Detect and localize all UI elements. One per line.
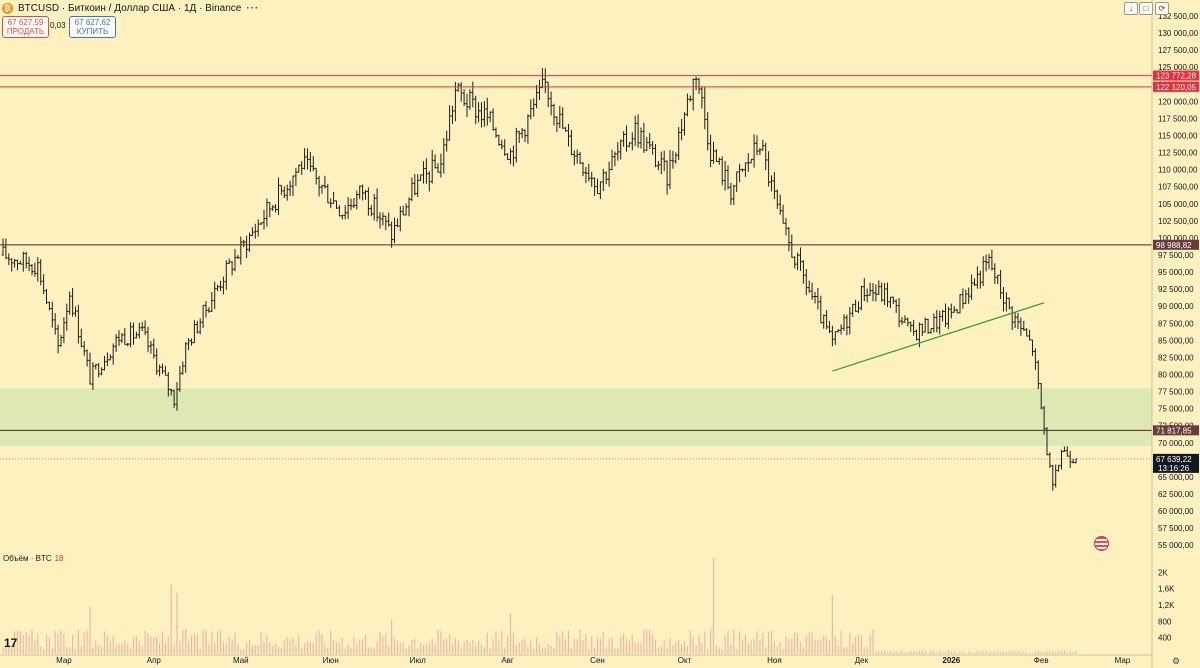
price-tick-label: 60 000,00 [1158,507,1194,516]
buy-label: КУПИТЬ [76,27,109,36]
price-tick-label: 132 500,00 [1158,12,1199,21]
time-tick-label: Фев [1034,656,1049,665]
price-tick-label: 62 500,00 [1158,490,1194,499]
time-axis[interactable]: Мар Апр Май Июн Июл Авг Сен Окт Ноя Дек 2026 Фев Мар [0,654,1152,665]
price-tag-123772-bg [1153,70,1199,81]
sell-button[interactable]: 67 627,59 ПРОДАТЬ [2,16,49,38]
time-tick-label: Июн [323,656,339,665]
bitcoin-icon: ₿ [2,2,13,14]
sell-price: 67 627,59 [7,18,44,27]
time-tick-label: Авг [501,656,514,665]
price-tick-label: 57 500,00 [1158,524,1194,533]
buy-button[interactable]: 67 627,62 КУПИТЬ [69,16,116,38]
volume-axis: 2K 1,6K 1,2K 800 400 [1158,568,1175,642]
price-tick-label: 55 000,00 [1158,541,1194,550]
price-tick-label: 80 000,00 [1158,370,1194,379]
symbol-header[interactable]: ₿ BTCUSD · Биткоин / Доллар США · 1Д · B… [0,0,259,16]
price-tick-label: 117 500,00 [1158,114,1198,123]
volume-tick-label: 400 [1158,634,1172,643]
time-tick-label: Окт [678,656,692,665]
time-tick-label: Сен [590,656,605,665]
square-icon[interactable]: □ [1139,2,1153,15]
price-tick-label: 70 000,00 [1158,439,1194,448]
price-tick-label: 90 000,00 [1158,302,1194,311]
time-tick-label: Мар [1115,656,1131,665]
price-tick-label: 130 000,00 [1158,29,1199,38]
price-tick-label: 75 000,00 [1158,405,1194,414]
price-tick-label: 87 500,00 [1158,319,1194,328]
last-price-tag-bg [1153,453,1199,473]
price-tick-label: 105 000,00 [1158,200,1199,209]
spread-value: 0,03 [50,21,66,30]
horizontal-lines [0,75,1152,460]
price-tick-label: 65 000,00 [1158,473,1194,482]
time-tick-label: Дек [855,656,869,665]
arrow-down-icon[interactable]: ↓ [1124,2,1138,15]
gear-icon[interactable]: ⚙ [1172,656,1181,666]
time-tick-label: 2026 [942,656,960,665]
candles-group [1,68,1078,491]
price-tick-label: 127 500,00 [1158,46,1199,55]
price-tick-label: 107 500,00 [1158,183,1199,192]
price-tag-123772: 123 772,28 [1156,72,1197,81]
tradingview-logo[interactable]: 17 [4,636,18,650]
refresh-icon[interactable]: ⟳ [1155,2,1169,15]
volume-value: 18 [54,554,64,563]
last-price-tag: 67 639,22 [1156,455,1192,464]
price-tick-label: 115 000,00 [1158,131,1198,140]
time-tick-label: Апр [147,656,162,665]
price-tick-label: 125 000,00 [1158,63,1199,72]
us-flag-icon[interactable] [1094,536,1109,551]
time-tick-label: Июл [410,656,427,665]
sell-label: ПРОДАТЬ [6,27,45,36]
price-tick-label: 82 500,00 [1158,353,1194,362]
more-dots-icon[interactable]: ··· [246,2,260,14]
price-tick-label: 112 500,00 [1158,149,1198,158]
price-tick-label: 102 500,00 [1158,217,1199,226]
price-tick-label: 100 000,00 [1158,234,1199,243]
price-tick-label: 85 000,00 [1158,336,1194,345]
buy-price: 67 627,62 [74,18,111,27]
price-tag-122120-bg [1153,81,1199,92]
price-tag-98988: 98 988,82 [1156,241,1192,250]
countdown-label: 13:16:26 [1158,464,1190,473]
price-tick-label: 120 000,00 [1158,97,1199,106]
trendline[interactable] [832,302,1045,372]
symbol-title[interactable]: BTCUSD · Биткоин / Доллар США · 1Д · Bin… [18,2,242,14]
time-tick-label: Май [233,656,249,665]
volume-tick-label: 2K [1158,568,1168,577]
price-tag-98988-bg [1153,239,1199,250]
price-tick-label: 97 500,00 [1158,251,1194,260]
price-tick-label: 92 500,00 [1158,285,1194,294]
volume-tick-label: 1,6K [1158,585,1175,594]
price-tick-label: 110 000,00 [1158,166,1198,175]
volume-bars [2,557,1077,654]
volume-label: Объём · BTC [3,554,52,563]
zone-rect [0,388,1152,447]
price-tick-label: 77 500,00 [1158,388,1194,397]
price-tag-71817-bg [1153,425,1199,436]
volume-legend: Объём · BTC 18 [3,554,64,563]
time-tick-label: Ноя [767,656,782,665]
price-tick-label: 95 000,00 [1158,268,1194,277]
time-tick-label: Мар [56,656,72,665]
price-tag-122120: 122 120,05 [1156,83,1197,92]
volume-tick-label: 800 [1158,617,1172,626]
price-tag-71817: 71 817,85 [1156,426,1192,435]
volume-tick-label: 1,2K [1158,601,1175,610]
price-tags: 123 772,28 122 120,05 98 988,82 71 817,85 67… [1153,70,1199,473]
